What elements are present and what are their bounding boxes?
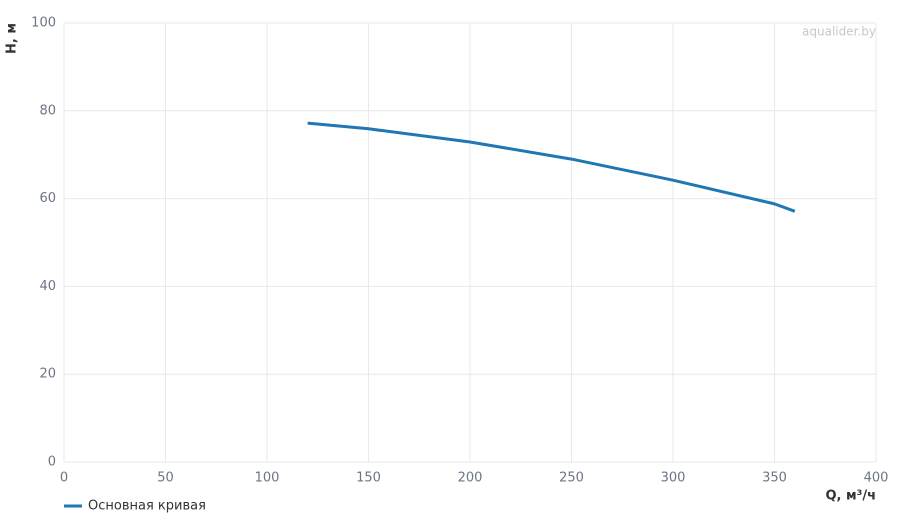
x-tick-label: 350 (762, 471, 787, 486)
x-tick-label: 100 (255, 471, 280, 486)
y-tick-label: 20 (39, 367, 56, 382)
legend-label: Основная кривая (88, 499, 206, 514)
y-axis-label: H, м (5, 23, 20, 54)
y-tick-label: 0 (48, 455, 56, 470)
x-tick-label: 150 (356, 471, 381, 486)
y-tick-label: 60 (39, 191, 56, 206)
x-tick-label: 50 (157, 471, 174, 486)
y-tick-label: 100 (31, 16, 56, 31)
x-axis-label: Q, м³/ч (825, 489, 876, 504)
x-tick-label: 200 (458, 471, 483, 486)
x-tick-label: 400 (864, 471, 889, 486)
x-tick-label: 0 (60, 471, 68, 486)
x-tick-label: 250 (559, 471, 584, 486)
y-tick-label: 80 (39, 103, 56, 118)
y-tick-label: 40 (39, 279, 56, 294)
x-tick-label: 300 (661, 471, 686, 486)
line-series (307, 121, 796, 213)
watermark: aqualider.by (802, 25, 876, 39)
